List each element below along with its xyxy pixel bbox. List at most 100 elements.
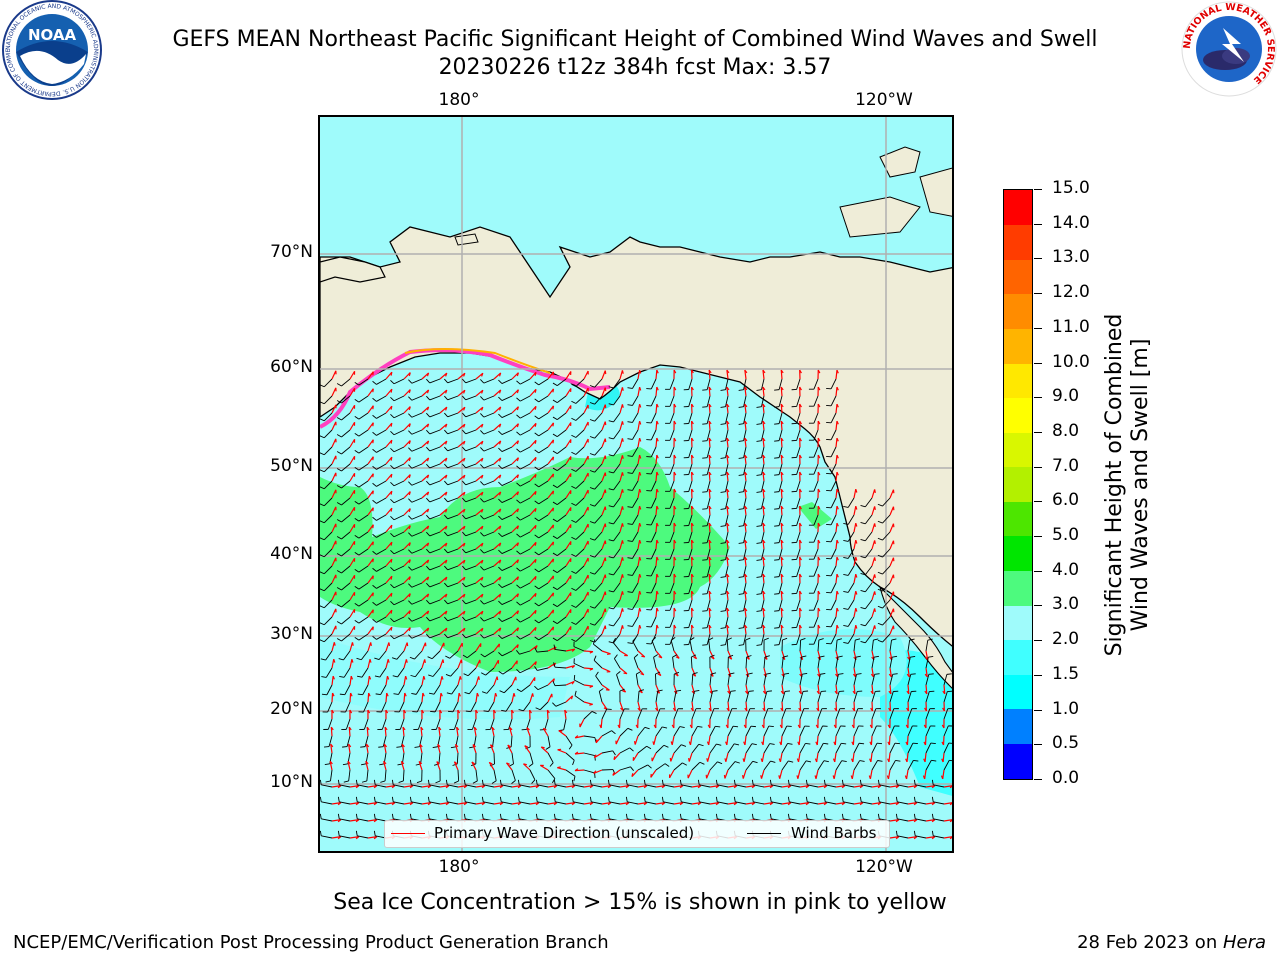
wind-barb-flag	[462, 654, 468, 659]
wave-direction-arrowhead	[690, 707, 694, 712]
wind-barb	[645, 784, 657, 788]
wind-barb-flag	[320, 639, 325, 643]
wave-direction-arrow	[574, 752, 585, 755]
wind-barb	[613, 514, 621, 525]
wave-direction-arrowhead	[924, 673, 928, 678]
wind-barb-flag	[498, 413, 503, 418]
wind-barb	[847, 616, 855, 627]
wave-direction-arrowhead	[877, 785, 882, 789]
wind-barb	[796, 378, 801, 390]
wave-direction-arrow	[835, 386, 838, 397]
wind-barb	[830, 446, 837, 458]
wind-barb	[520, 565, 531, 572]
wave-direction-arrowhead	[643, 802, 648, 806]
wind-barb-flag	[480, 413, 485, 418]
wave-direction-arrow	[453, 761, 459, 771]
wave-direction-arrowhead	[836, 403, 839, 408]
wave-direction-arrowhead	[922, 775, 926, 780]
wind-barb-flag	[728, 654, 734, 658]
wind-barb	[778, 446, 783, 458]
wave-direction-arrowhead	[552, 422, 555, 427]
wave-direction-arrow	[421, 508, 430, 516]
wind-barb-flag	[608, 437, 614, 440]
wave-direction-arrowhead	[836, 607, 839, 612]
wave-direction-arrow	[835, 785, 845, 788]
wind-barb	[591, 784, 603, 788]
wave-direction-arrowhead	[674, 673, 679, 677]
wind-barb-flag	[534, 551, 539, 556]
wave-direction-arrowhead	[656, 471, 659, 476]
wave-direction-arrowhead	[552, 626, 555, 631]
wind-barb-flag	[627, 387, 633, 389]
wave-direction-arrow	[583, 387, 589, 397]
wave-direction-arrow	[619, 472, 624, 482]
wave-direction-arrowhead	[887, 724, 891, 729]
wave-direction-arrow	[709, 701, 712, 712]
wind-barb-flag	[498, 600, 503, 605]
wave-direction-arrowhead	[708, 369, 712, 374]
wave-direction-arrow	[457, 457, 466, 465]
wave-direction-arrow	[655, 386, 658, 397]
wind-barb	[825, 801, 837, 805]
wind-barb	[613, 565, 621, 576]
wave-direction-arrow	[457, 802, 467, 805]
wind-barb	[745, 708, 751, 720]
wind-barb-flag	[426, 429, 431, 435]
wind-barb	[538, 531, 549, 539]
wind-barb	[889, 742, 896, 754]
wind-barb	[761, 565, 765, 577]
wave-direction-arrowhead	[373, 819, 378, 823]
wind-barb	[843, 801, 855, 805]
wind-barb	[813, 463, 819, 475]
wind-barb	[366, 769, 369, 781]
wave-direction-arrow	[385, 592, 393, 601]
wave-direction-arrow	[457, 627, 466, 635]
wave-direction-arrow	[403, 659, 407, 669]
wind-barb-flag	[627, 421, 633, 423]
wave-direction-arrowhead	[817, 505, 821, 510]
wind-barb	[637, 691, 640, 703]
wave-direction-arrowhead	[333, 658, 336, 663]
wave-direction-arrow	[547, 422, 554, 431]
wind-barb-flag	[380, 780, 386, 783]
wind-barb-flag	[354, 500, 360, 505]
wave-direction-arrowhead	[637, 707, 641, 712]
wave-direction-arrowhead	[817, 437, 821, 442]
wind-barb-flag	[571, 570, 577, 574]
wind-barb-flag	[820, 673, 826, 675]
wave-direction-arrowhead	[726, 607, 730, 612]
wind-barb	[706, 446, 711, 458]
wind-barb	[706, 599, 711, 611]
wind-barb	[706, 514, 711, 526]
wind-barb-flag	[480, 672, 486, 676]
wind-barb	[889, 725, 895, 737]
wind-barb-flag	[452, 763, 458, 766]
wind-barb	[799, 760, 807, 771]
wave-direction-arrowhead	[534, 610, 537, 614]
wave-direction-arrowhead	[652, 741, 655, 745]
wind-barb	[691, 744, 700, 754]
wind-barb-flag	[702, 474, 708, 476]
wind-barb-flag	[843, 625, 849, 627]
wind-barb-flag	[427, 796, 430, 802]
wind-barb-flag	[571, 796, 574, 802]
wave-direction-arrowhead	[366, 743, 370, 748]
wave-direction-arrow	[349, 802, 359, 805]
wind-barb-flag	[518, 709, 524, 712]
wave-direction-arrowhead	[726, 471, 730, 476]
wave-direction-arrow	[924, 769, 927, 779]
wind-barb	[575, 497, 585, 506]
wave-direction-arrowhead	[762, 437, 766, 442]
wave-direction-arrowhead	[924, 656, 929, 661]
wave-direction-arrow	[762, 522, 765, 533]
wave-direction-arrow	[601, 591, 606, 601]
wave-direction-arrow	[871, 591, 876, 601]
wind-barb-flag	[320, 622, 325, 626]
wind-barb	[915, 784, 927, 788]
wind-barb	[594, 633, 603, 643]
wave-direction-arrowhead	[422, 692, 425, 697]
wave-direction-arrowhead	[931, 819, 936, 823]
wave-direction-arrow	[780, 369, 783, 380]
wind-barb	[853, 657, 857, 669]
wind-barb-flag	[860, 606, 866, 610]
